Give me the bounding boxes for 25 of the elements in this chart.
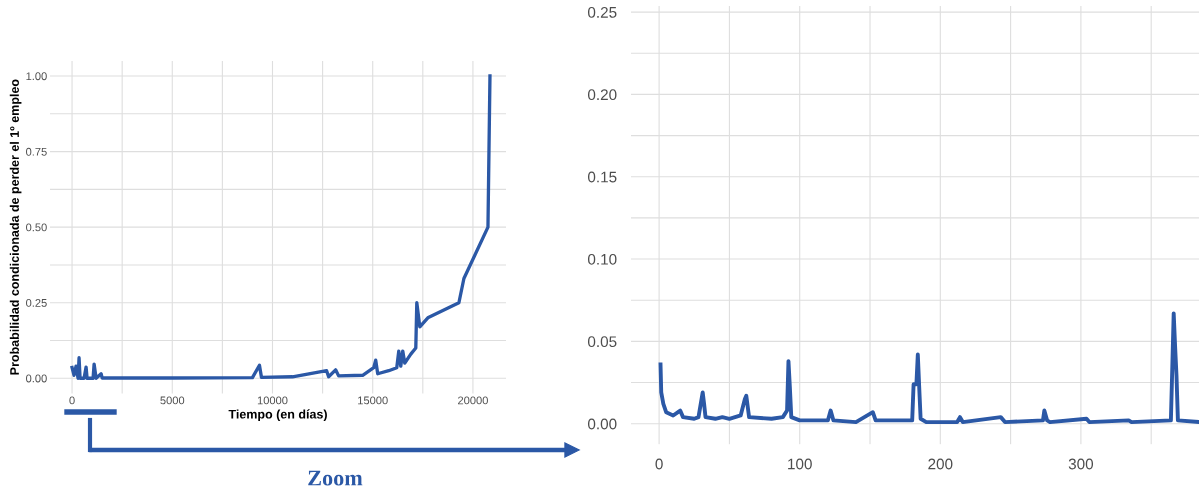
x-tick-label: 200 xyxy=(928,458,953,470)
y-tick-label: 0.20 xyxy=(587,89,617,101)
x-tick-label: 20000 xyxy=(458,396,488,405)
y-tick-label: 1.00 xyxy=(26,72,47,81)
y-tick-label: 0.00 xyxy=(26,374,47,383)
y-tick-label: 0.25 xyxy=(587,6,617,18)
y-tick-label: 0.10 xyxy=(587,253,617,265)
line-series xyxy=(70,74,492,380)
y-tick-label: 0.75 xyxy=(26,147,47,156)
x-tick-label: 15000 xyxy=(358,396,388,405)
y-tick-label: 0.05 xyxy=(587,336,617,348)
y-tick-label: 0.25 xyxy=(26,298,47,307)
x-tick-label: 5000 xyxy=(160,396,185,405)
y-tick-label: 0.00 xyxy=(587,418,617,430)
text: Zoom xyxy=(308,470,363,486)
x-tick-label: 0 xyxy=(655,458,663,470)
y-tick-label: 0.50 xyxy=(26,223,47,232)
x-tick-label: 0 xyxy=(69,396,75,405)
x-tick-label: 100 xyxy=(788,458,812,470)
x-tick-label: 300 xyxy=(1068,458,1094,470)
line-series xyxy=(658,311,1199,425)
x-axis-title: Tiempo (en días) xyxy=(228,409,327,422)
y-tick-label: 0.15 xyxy=(587,171,617,183)
x-tick-label: 10000 xyxy=(257,396,288,405)
y-axis-title: Probabilidad condicionada de perder el 1º empleo xyxy=(9,79,22,375)
